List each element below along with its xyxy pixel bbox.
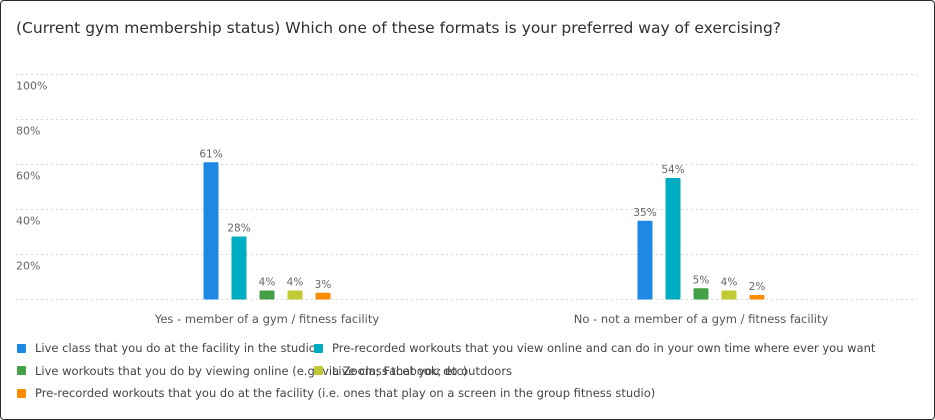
legend-swatch — [17, 366, 26, 375]
bar — [721, 290, 737, 300]
legend-label: Pre-recorded workouts that you do at the… — [35, 386, 656, 400]
legend-item: Live class that you do outdoors — [314, 364, 512, 378]
legend-swatch — [17, 343, 26, 353]
legend-item: Pre-recorded workouts that you do at the… — [17, 386, 655, 400]
legend-label: Live workouts that you do by viewing onl… — [35, 363, 468, 378]
bar — [287, 290, 303, 300]
legend-swatch — [314, 343, 323, 353]
legend-row: Live class that you do at the facility i… — [17, 341, 922, 364]
data-label: 2% — [749, 281, 766, 293]
legend-item: Pre-recorded workouts that you view onli… — [314, 341, 875, 355]
y-tick-label: 100% — [16, 80, 47, 93]
data-label: 3% — [315, 279, 332, 291]
data-label: 4% — [721, 277, 738, 289]
x-tick-label: Yes - member of a gym / fitness facility — [154, 312, 379, 326]
y-tick-label: 40% — [16, 215, 40, 228]
legend-row: Live workouts that you do by viewing onl… — [17, 364, 922, 387]
legend-item: Live workouts that you do by viewing onl… — [17, 364, 467, 378]
y-tick-label: 60% — [16, 170, 40, 183]
legend-item: Live class that you do at the facility i… — [17, 341, 316, 355]
bar — [665, 178, 681, 300]
data-label: 61% — [199, 148, 222, 160]
bar — [231, 236, 247, 300]
bar — [315, 292, 331, 300]
bar — [749, 295, 765, 300]
legend-row: Pre-recorded workouts that you do at the… — [17, 386, 922, 409]
bar — [259, 290, 275, 300]
data-label: 4% — [287, 277, 304, 289]
legend-label: Live class that you do at the facility i… — [35, 341, 316, 355]
legend-swatch — [17, 388, 26, 398]
data-label: 35% — [633, 207, 656, 219]
chart-legend: Live class that you do at the facility i… — [17, 341, 922, 409]
bar-chart: 20% 40% 60% 80% 100% 61% 28% 4% 4% 3% Yes - member… — [16, 74, 917, 326]
data-label: 28% — [227, 223, 250, 235]
data-label: 5% — [693, 274, 710, 286]
bar — [693, 288, 709, 300]
x-tick-label: No - not a member of a gym / fitness fac… — [574, 312, 829, 326]
y-tick-label: 20% — [16, 260, 40, 273]
legend-label: Pre-recorded workouts that you view onli… — [332, 341, 876, 355]
bar — [203, 162, 219, 300]
legend-label: Live class that you do outdoors — [332, 363, 513, 378]
data-label: 54% — [661, 164, 684, 176]
bar — [637, 220, 653, 300]
data-label: 4% — [259, 277, 276, 289]
y-tick-label: 80% — [16, 125, 40, 138]
legend-swatch — [314, 366, 323, 375]
chart-title: (Current gym membership status) Which on… — [16, 19, 782, 37]
